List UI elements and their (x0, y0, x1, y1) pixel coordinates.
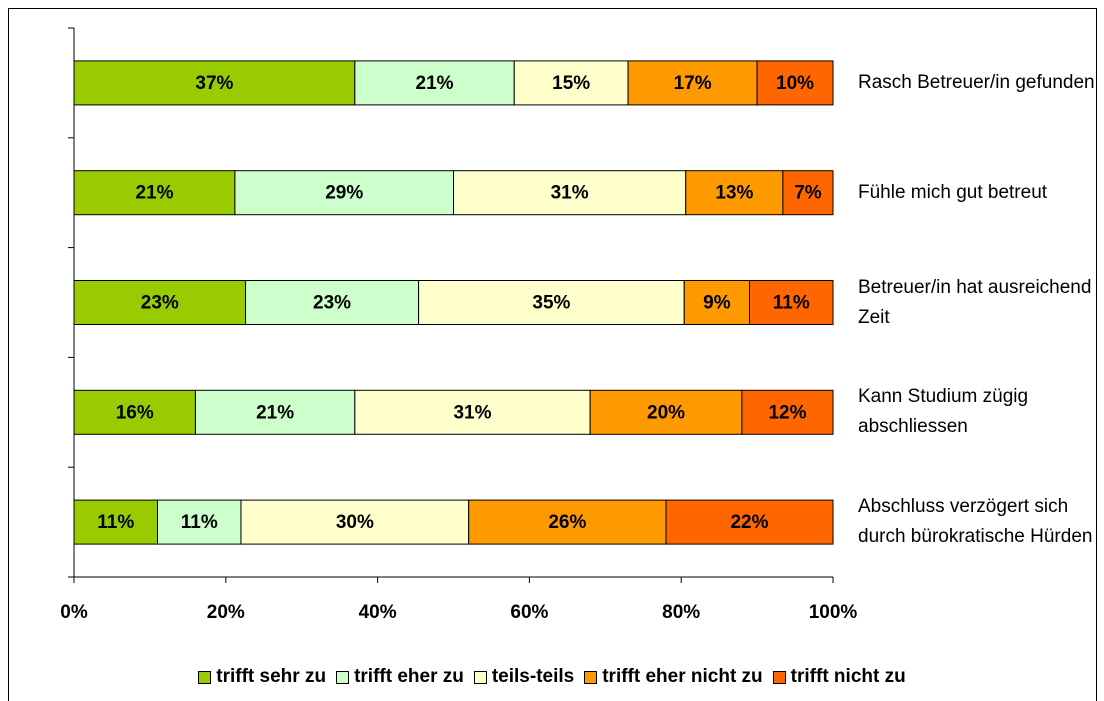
data-label: 37% (195, 73, 233, 94)
category-label: Abschluss verzögert sich durch bürokrati… (858, 496, 1093, 548)
data-label: 17% (674, 73, 712, 94)
legend-item: trifft sehr zu (198, 666, 326, 688)
bar-segment (683, 280, 751, 325)
bar-segment (73, 389, 196, 435)
data-label: 23% (141, 293, 179, 314)
x-tick-label: 80% (662, 602, 700, 623)
bar-segment (665, 499, 834, 545)
data-label: 29% (325, 183, 363, 204)
x-tick-label: 0% (60, 602, 88, 623)
bar-segment (756, 60, 834, 106)
bar-segment (749, 280, 834, 325)
legend-swatch (772, 670, 786, 684)
data-label: 23% (313, 293, 351, 314)
bar-segment (234, 170, 454, 216)
x-tick-label: 40% (359, 602, 397, 623)
bar-segment (685, 170, 784, 216)
legend-label: trifft eher zu (354, 666, 464, 687)
legend-swatch (336, 670, 350, 684)
data-label: 22% (730, 512, 768, 533)
bar-segment (468, 499, 667, 545)
data-label: 11% (97, 512, 134, 533)
data-label: 21% (135, 183, 173, 204)
x-tick-label: 60% (510, 602, 548, 623)
bar-segment (453, 170, 687, 216)
bar-segment (73, 170, 236, 216)
bar-segment (245, 280, 420, 325)
data-label: 11% (181, 512, 218, 533)
data-label: 31% (551, 183, 589, 204)
bar-segment (354, 389, 591, 435)
legend-item: trifft nicht zu (772, 666, 906, 688)
legend-label: trifft sehr zu (216, 666, 327, 687)
bar-segment (156, 499, 242, 545)
data-label: 7% (794, 183, 822, 204)
data-label: 15% (552, 73, 590, 94)
frame (8, 8, 1097, 701)
data-label: 26% (548, 512, 586, 533)
category-label: Kann Studium zügig abschliessen (858, 386, 1029, 438)
x-tick-label: 100% (809, 602, 858, 623)
legend-swatch (584, 670, 598, 684)
category-label: Betreuer/in hat ausreichend Zeit (858, 276, 1092, 328)
bar-segment (240, 499, 470, 545)
legend-label: trifft nicht zu (790, 666, 906, 687)
bar-segment (73, 280, 247, 325)
legend-swatch (198, 670, 212, 684)
legend-item: trifft eher zu (336, 666, 464, 688)
data-label: 10% (776, 73, 814, 94)
data-label: 12% (768, 402, 806, 423)
legend-item: trifft eher nicht zu (584, 666, 763, 688)
data-label: 20% (647, 402, 685, 423)
data-label: 13% (715, 183, 753, 204)
data-label: 35% (532, 293, 570, 314)
bar-segment (782, 170, 834, 216)
data-label: 16% (116, 402, 154, 423)
data-label: 11% (773, 293, 810, 314)
x-tick-label: 20% (207, 602, 245, 623)
data-label: 30% (336, 512, 374, 533)
data-label: 21% (256, 402, 294, 423)
bar-segment (741, 389, 834, 435)
bar-segment (73, 499, 158, 545)
bar-segment (513, 60, 629, 106)
bar-segment (194, 389, 356, 435)
legend-label: teils-teils (491, 666, 575, 687)
legend-label: trifft eher nicht zu (602, 666, 763, 687)
bar-segment (418, 280, 685, 325)
data-label: 9% (703, 293, 731, 314)
data-label: 31% (453, 402, 491, 423)
legend: trifft sehr zu trifft eher zu teils-teils t… (8, 666, 1096, 688)
category-label: Rasch Betreuer/in gefunden (858, 71, 1095, 93)
category-label: Fühle mich gut betreut (858, 181, 1048, 203)
legend-swatch (473, 670, 487, 684)
legend-item: teils-teils (473, 666, 575, 688)
data-label: 21% (416, 73, 454, 94)
